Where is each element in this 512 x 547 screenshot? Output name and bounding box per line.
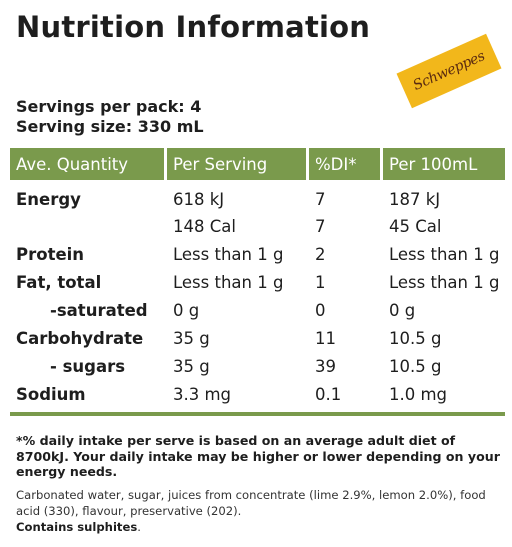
daily-intake-footnote: *% daily intake per serve is based on an…: [16, 433, 500, 479]
nutrition-table: Ave. Quantity Per Serving %DI* Per 100mL…: [10, 148, 505, 408]
per-serving-value: 35 g: [173, 328, 210, 348]
percent-di-value: 2: [315, 244, 326, 264]
header-per-serving: Per Serving: [164, 148, 306, 180]
per-100ml-value: 0 g: [389, 300, 416, 320]
per-serving-value: 3.3 mg: [173, 384, 232, 404]
ingredients-block: Carbonated water, sugar, juices from con…: [16, 488, 486, 534]
serving-info: Servings per pack: 4 Serving size: 330 m…: [16, 97, 204, 137]
per-serving-value: 618 kJ: [173, 189, 225, 209]
header-percent-di: %DI*: [306, 148, 380, 180]
percent-di-value: 0: [315, 300, 326, 320]
table-row: Sodium 3.3 mg 0.1 1.0 mg: [10, 380, 505, 408]
brand-logo-text: Schweppes: [410, 48, 488, 94]
page-title: Nutrition Information: [16, 10, 371, 44]
table-row: - sugars 35 g 39 10.5 g: [10, 352, 505, 380]
percent-di-value: 11: [315, 328, 336, 348]
row-label: -saturated: [50, 300, 148, 320]
allergen-statement: Contains sulphites: [16, 520, 138, 534]
table-row: -saturated 0 g 0 0 g: [10, 296, 505, 324]
row-label: Fat, total: [16, 272, 102, 292]
table-row: Energy 618 kJ 7 187 kJ: [10, 180, 505, 212]
table-row: Fat, total Less than 1 g 1 Less than 1 g: [10, 268, 505, 296]
percent-di-value: 7: [315, 189, 326, 209]
serving-size: Serving size: 330 mL: [16, 117, 204, 136]
brand-logo: Schweppes: [396, 33, 502, 109]
per-serving-value: 35 g: [173, 356, 210, 376]
table-header-row: Ave. Quantity Per Serving %DI* Per 100mL: [10, 148, 505, 180]
percent-di-value: 1: [315, 272, 326, 292]
percent-di-value: 39: [315, 356, 336, 376]
per-100ml-value: 10.5 g: [389, 356, 442, 376]
row-label: Energy: [16, 189, 81, 209]
per-100ml-value: Less than 1 g: [389, 272, 500, 292]
per-serving-value: 148 Cal: [173, 216, 236, 236]
per-100ml-value: 1.0 mg: [389, 384, 448, 404]
row-label: [10, 212, 164, 240]
percent-di-value: 7: [315, 216, 326, 236]
servings-per-pack: Servings per pack: 4: [16, 97, 202, 116]
header-ave-quantity: Ave. Quantity: [10, 148, 164, 180]
per-serving-value: Less than 1 g: [173, 272, 284, 292]
table-row: Carbohydrate 35 g 11 10.5 g: [10, 324, 505, 352]
table-row: 148 Cal 7 45 Cal: [10, 212, 505, 240]
table-row: Protein Less than 1 g 2 Less than 1 g: [10, 240, 505, 268]
table-bottom-divider: [10, 412, 505, 416]
percent-di-value: 0.1: [315, 384, 342, 404]
ingredients-text: Carbonated water, sugar, juices from con…: [16, 488, 486, 518]
per-serving-value: 0 g: [173, 300, 200, 320]
per-100ml-value: 187 kJ: [389, 189, 441, 209]
per-serving-value: Less than 1 g: [173, 244, 284, 264]
row-label: - sugars: [50, 356, 126, 376]
per-100ml-value: Less than 1 g: [389, 244, 500, 264]
header-per-100ml: Per 100mL: [380, 148, 505, 180]
row-label: Carbohydrate: [16, 328, 144, 348]
row-label: Sodium: [16, 384, 86, 404]
row-label: Protein: [16, 244, 85, 264]
per-100ml-value: 45 Cal: [389, 216, 442, 236]
per-100ml-value: 10.5 g: [389, 328, 442, 348]
